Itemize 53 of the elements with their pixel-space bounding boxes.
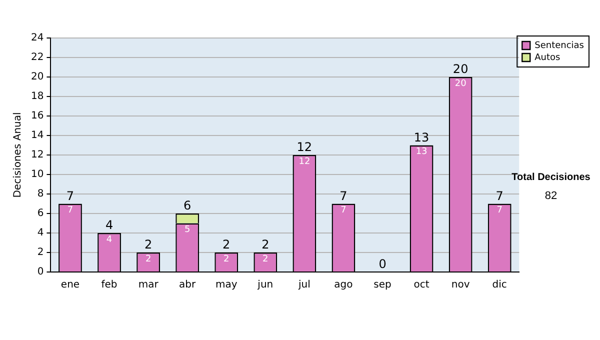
total-label: 2 — [144, 238, 152, 252]
data-label: 13 — [416, 147, 428, 158]
y-tick-label: 20 — [30, 72, 44, 83]
x-tick-label: mar — [138, 280, 160, 291]
y-tick-label: 4 — [37, 228, 44, 239]
x-tick-label: may — [215, 280, 238, 291]
y-axis-title: Decisiones Anual — [12, 112, 24, 198]
total-label: 7 — [66, 188, 74, 203]
legend-label: Autos — [534, 52, 561, 63]
total-label: 13 — [414, 130, 430, 144]
x-tick-label: oct — [414, 280, 430, 291]
y-tick-label: 10 — [30, 169, 44, 180]
total-label: 7 — [340, 188, 348, 203]
x-tick-label: ene — [60, 280, 80, 291]
data-label: 7 — [67, 206, 74, 216]
total-label: 7 — [496, 188, 504, 203]
y-tick-label: 18 — [30, 91, 44, 102]
y-tick-label: 8 — [37, 188, 44, 200]
y-tick-label: 22 — [30, 52, 44, 64]
total-label: 12 — [296, 140, 312, 154]
data-label: 7 — [340, 206, 346, 216]
total-label: 6 — [184, 198, 192, 213]
x-tick-label: dic — [492, 280, 507, 291]
x-tick-label: ago — [334, 280, 353, 291]
data-label: 4 — [106, 234, 112, 245]
y-tick-label: 16 — [30, 110, 44, 122]
data-label: 7 — [496, 206, 502, 216]
total-label: 2 — [262, 238, 270, 252]
legend-label: Sentencias — [534, 40, 584, 51]
total-label: 2 — [222, 238, 230, 252]
x-tick-label: sep — [374, 280, 392, 291]
total-label: 4 — [105, 218, 114, 232]
x-tick-label: jul — [297, 280, 310, 291]
x-tick-label: abr — [179, 280, 197, 291]
total-label: 20 — [452, 62, 468, 76]
x-tick-label: jun — [256, 280, 274, 291]
x-tick-label: nov — [451, 280, 470, 291]
y-tick-label: 6 — [37, 208, 44, 220]
y-tick-label: 0 — [37, 266, 44, 278]
data-label: 2 — [145, 254, 152, 264]
data-label: 2 — [224, 254, 230, 264]
data-label: 5 — [184, 225, 190, 236]
data-label: 2 — [262, 254, 268, 264]
x-tick-label: feb — [101, 280, 118, 291]
text: 82 — [544, 190, 558, 202]
y-tick-label: 14 — [30, 130, 44, 142]
y-tick-label: 12 — [30, 150, 44, 161]
annotation: Total Decisiones — [512, 172, 591, 183]
y-tick-label: 24 — [30, 32, 44, 44]
total-label: 0 — [378, 257, 386, 272]
data-label: 20 — [454, 78, 467, 89]
data-label: 12 — [298, 156, 310, 167]
y-tick-label: 2 — [37, 247, 44, 258]
